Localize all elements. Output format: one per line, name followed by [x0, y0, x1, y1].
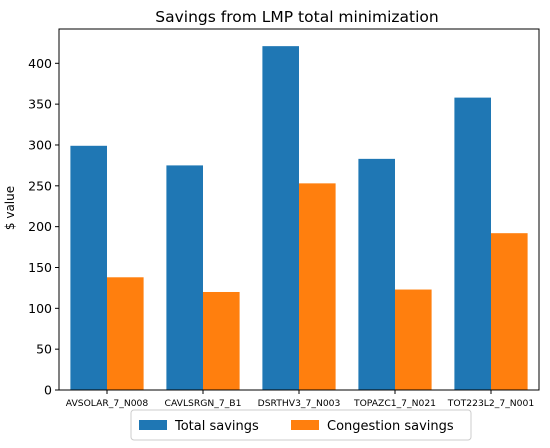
- x-tick-label: TOPAZC1_7_N021: [353, 398, 436, 409]
- y-tick-label: 0: [44, 383, 52, 398]
- bar-congestion-3: [395, 289, 432, 390]
- y-axis-label: $ value: [3, 186, 17, 230]
- x-tick-label: AVSOLAR_7_N008: [66, 398, 149, 409]
- bar-congestion-4: [491, 233, 528, 390]
- legend-label: Total savings: [174, 419, 259, 434]
- x-tick-label: DSRTHV3_7_N003: [258, 398, 341, 409]
- y-tick-label: 200: [28, 219, 52, 234]
- y-axis: 0 50 100 150 200 250 300 350 400: [28, 56, 59, 398]
- y-tick-label: 50: [36, 342, 52, 357]
- y-tick-label: 300: [28, 137, 52, 152]
- legend-swatch: [291, 420, 319, 430]
- x-tick-label: TOT223L2_7_N001: [447, 398, 534, 409]
- bar-total-4: [454, 97, 491, 391]
- x-axis: AVSOLAR_7_N008 CAVLSRGN_7_B1 DSRTHV3_7_N00…: [66, 390, 534, 409]
- bar-congestion-1: [203, 291, 240, 390]
- legend: Total savings Congestion savings: [130, 409, 472, 441]
- bar-total-2: [262, 46, 299, 391]
- bar-total-0: [70, 145, 107, 390]
- x-tick-label: CAVLSRGN_7_B1: [165, 398, 242, 409]
- y-tick-label: 350: [28, 97, 52, 112]
- y-tick-label: 400: [28, 56, 52, 71]
- bar-congestion-2: [299, 183, 336, 390]
- bar-total-1: [166, 165, 203, 390]
- bar-congestion-0: [107, 277, 144, 390]
- bar-total-3: [358, 158, 395, 390]
- plot-frame: [58, 28, 540, 391]
- legend-swatch: [139, 420, 167, 430]
- bars-group: [70, 46, 528, 391]
- y-tick-label: 250: [28, 178, 52, 193]
- y-tick-label: 150: [28, 260, 52, 275]
- chart-title: Savings from LMP total minimization: [155, 8, 438, 26]
- y-tick-label: 100: [28, 301, 52, 316]
- legend-label: Congestion savings: [327, 419, 454, 434]
